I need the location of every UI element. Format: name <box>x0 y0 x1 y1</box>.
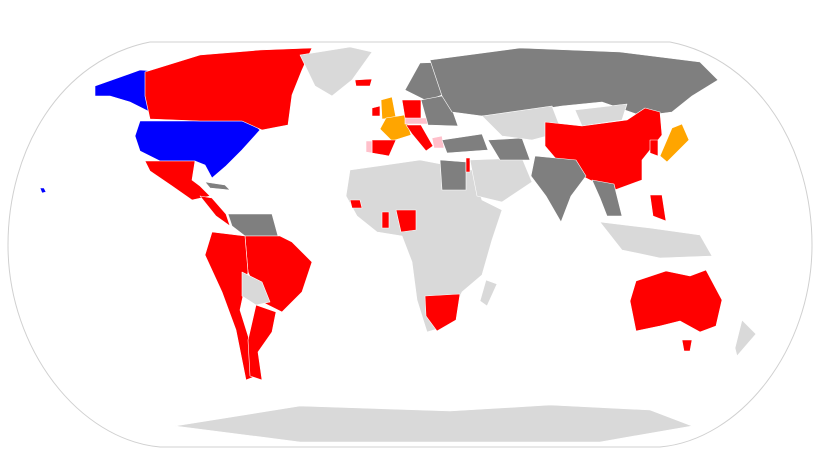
region-argentina <box>247 304 277 381</box>
region-canada <box>144 47 313 131</box>
region-greenland <box>299 46 373 97</box>
region-germany <box>401 99 422 121</box>
region-india <box>530 155 587 223</box>
region-australia <box>629 269 723 333</box>
region-central-america <box>199 195 231 227</box>
region-turkey <box>441 133 489 154</box>
region-bolivia-paraguay <box>241 271 271 306</box>
region-hawaii <box>39 187 47 194</box>
region-switzerland-austria <box>404 117 429 125</box>
region-madagascar <box>479 279 498 307</box>
region-senegal <box>349 199 363 209</box>
region-southeast-asia <box>591 179 623 217</box>
region-south-africa <box>424 293 461 332</box>
region-tasmania <box>681 339 693 352</box>
region-mexico <box>144 160 211 201</box>
region-ghana <box>381 211 390 229</box>
region-ireland <box>371 105 381 117</box>
region-nigeria <box>395 209 417 233</box>
region-portugal <box>365 140 373 154</box>
region-mongolia <box>574 103 628 127</box>
region-egypt <box>439 159 467 191</box>
region-greece <box>431 135 445 149</box>
region-cuba <box>204 181 231 191</box>
region-new-zealand <box>734 319 757 357</box>
region-iceland <box>354 78 373 87</box>
region-israel <box>465 157 471 173</box>
region-indonesia <box>599 221 713 259</box>
region-philippines <box>649 194 667 222</box>
region-antarctica <box>174 404 693 443</box>
region-iran <box>487 137 531 161</box>
region-south-korea <box>649 139 659 157</box>
region-france <box>379 114 412 142</box>
region-japan <box>659 123 690 163</box>
region-italy <box>405 124 434 152</box>
